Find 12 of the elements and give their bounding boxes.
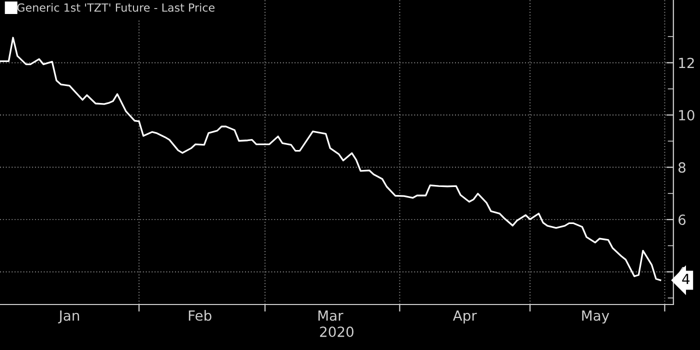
y-tick-label: 8 xyxy=(678,162,686,173)
annotation: 4 xyxy=(682,274,690,284)
y-tick-label: 10 xyxy=(679,110,694,120)
x-tick-label: Jan xyxy=(58,310,80,324)
x-tick-label: Apr xyxy=(452,310,477,324)
y-tick-label: 6 xyxy=(678,214,686,226)
y-tick-label: 12 xyxy=(679,58,694,68)
x-tick-label: Mar xyxy=(318,310,344,321)
x-tick-label: May xyxy=(582,310,610,324)
line-series xyxy=(0,36,662,282)
x-tick-label: Feb xyxy=(188,310,212,321)
x-axis-title: 2020 xyxy=(320,326,354,338)
